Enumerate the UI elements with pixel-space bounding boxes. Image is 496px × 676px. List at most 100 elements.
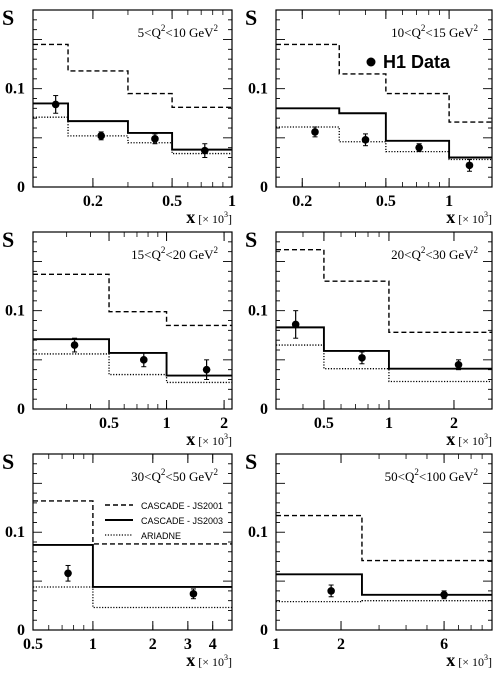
y-tick-label: 0 xyxy=(260,622,268,639)
series-line-solid xyxy=(33,543,232,588)
q2-range-label: 20<Q2<30 GeV2 xyxy=(391,245,478,262)
data-point xyxy=(327,587,335,595)
x-tick-label: 6 xyxy=(440,636,448,653)
series-line-dotted xyxy=(276,344,492,383)
series-line-solid xyxy=(33,338,232,377)
data-point xyxy=(454,360,463,369)
x-tick-label: 0.5 xyxy=(162,193,182,210)
y-tick-label: 0.1 xyxy=(5,303,25,320)
legend-label: ARIADNE xyxy=(141,531,181,541)
data-point xyxy=(291,320,300,329)
x-tick-label: 1 xyxy=(445,193,453,210)
legend-label: CASCADE - JS2001 xyxy=(141,501,223,511)
y-axis-label: S xyxy=(2,449,14,474)
x-tick-label: 2 xyxy=(220,415,228,432)
q2-range-label: 15<Q2<20 GeV2 xyxy=(131,245,218,262)
x-tick-label: 4 xyxy=(209,636,217,653)
data-point xyxy=(97,132,105,140)
x-tick-label: 0.5 xyxy=(99,415,119,432)
data-point xyxy=(151,135,159,143)
panel-6: 1 2 600.1Sx [× 103]50<Q2<100 GeV2 xyxy=(245,449,493,670)
plot-area xyxy=(33,43,232,158)
x-tick-label: 1 xyxy=(228,193,236,210)
panel-2: 0.2 0.5 1 0 0.1 Sx [× 103] 10<Q2<15 GeV2 H1 Dat… xyxy=(245,5,493,227)
legend-h1-marker xyxy=(366,57,376,67)
data-point xyxy=(189,590,198,598)
x-tick-label: 1 xyxy=(385,415,393,432)
data-point xyxy=(311,128,319,136)
y-axis-label: S xyxy=(245,449,257,474)
panel-5: 0.5 1 2 3 4 0 0.1 Sx [× 103] 30<Q2<50 GeV2 CASCAD… xyxy=(2,449,233,670)
x-tick-label: 0.5 xyxy=(314,415,334,432)
x-axis-label: x [× 103] xyxy=(186,207,232,227)
x-tick-label: 1 xyxy=(89,636,97,653)
data-point xyxy=(358,354,366,362)
series-line-dashed xyxy=(33,273,232,327)
data-point xyxy=(440,591,448,599)
x-axis-label: x [× 103] xyxy=(186,429,232,449)
x-tick-label: 3 xyxy=(184,636,192,653)
q2-range-label: 10<Q2<15 GeV2 xyxy=(391,23,478,40)
y-tick-label: 0 xyxy=(260,401,268,418)
series-line-dotted xyxy=(33,586,232,609)
x-tick-label: 0.5 xyxy=(23,636,43,653)
y-axis-label: S xyxy=(245,5,257,30)
legend-h1-label: H1 Data xyxy=(383,52,451,72)
x-tick-label: 1 xyxy=(163,415,171,432)
x-axis-label: x [× 103] xyxy=(186,650,232,670)
x-tick-label: 2 xyxy=(450,415,458,432)
data-point xyxy=(202,365,211,374)
series-line-solid xyxy=(276,573,492,596)
y-tick-label: 0.1 xyxy=(248,81,268,98)
panel-4: 0.5 1 2 0 0.1 Sx [× 103] 20<Q2<30 GeV2 xyxy=(245,227,493,449)
plot-area xyxy=(33,500,232,609)
data-point xyxy=(64,569,72,578)
y-tick-label: 0 xyxy=(17,179,25,196)
data-point xyxy=(415,143,423,152)
x-axis-label: x [× 103] xyxy=(446,207,492,227)
data-point xyxy=(361,136,370,144)
x-tick-label: 0.2 xyxy=(83,193,103,210)
y-tick-label: 0 xyxy=(260,179,268,196)
plot-area xyxy=(276,249,492,383)
series-line-dashed xyxy=(276,514,492,562)
x-tick-label: 0.5 xyxy=(376,193,396,210)
y-axis-label: S xyxy=(2,227,14,252)
y-axis-label: S xyxy=(245,227,257,252)
y-axis-label: S xyxy=(2,5,14,30)
legend-label: CASCADE - JS2003 xyxy=(141,516,223,526)
y-tick-label: 0 xyxy=(17,401,25,418)
series-line-dashed xyxy=(33,500,232,545)
x-tick-label: 2 xyxy=(337,636,345,653)
x-tick-label: 0.2 xyxy=(292,193,312,210)
series-line-dashed xyxy=(33,43,232,109)
plot-area xyxy=(276,514,492,603)
data-point xyxy=(139,356,148,364)
data-point xyxy=(465,161,474,170)
y-tick-label: 0.1 xyxy=(248,524,268,541)
y-tick-label: 0.1 xyxy=(5,81,25,98)
x-tick-label: 1 xyxy=(272,636,280,653)
data-point xyxy=(201,146,209,155)
q2-range-label: 50<Q2<100 GeV2 xyxy=(385,467,478,484)
data-point xyxy=(70,341,79,349)
y-tick-label: 0 xyxy=(17,622,25,639)
x-axis-label: x [× 103] xyxy=(446,650,492,670)
plot-area xyxy=(276,43,492,172)
series-line-dashed xyxy=(276,249,492,333)
x-tick-label: 2 xyxy=(149,636,157,653)
series-line-dashed xyxy=(276,43,492,123)
series-line-dotted xyxy=(33,353,232,384)
y-tick-label: 0.1 xyxy=(248,303,268,320)
series-line-dotted xyxy=(33,116,232,155)
series-line-solid xyxy=(276,326,492,370)
series-line-dotted xyxy=(276,126,492,161)
y-tick-label: 0.1 xyxy=(5,524,25,541)
series-line-solid xyxy=(276,107,492,159)
panel-1: 0.2 0.5 1 0 0.1 Sx [× 103] 5<Q2<10 GeV2 xyxy=(2,5,236,227)
model-legend: CASCADE - JS2001 CASCADE - JS2003 ARIADNE xyxy=(105,501,223,541)
panel-3: 0.5 1 2 0 0.1 Sx [× 103] 15<Q2<20 GeV2 xyxy=(2,227,233,449)
series-line-solid xyxy=(33,102,232,151)
x-axis-label: x [× 103] xyxy=(446,429,492,449)
